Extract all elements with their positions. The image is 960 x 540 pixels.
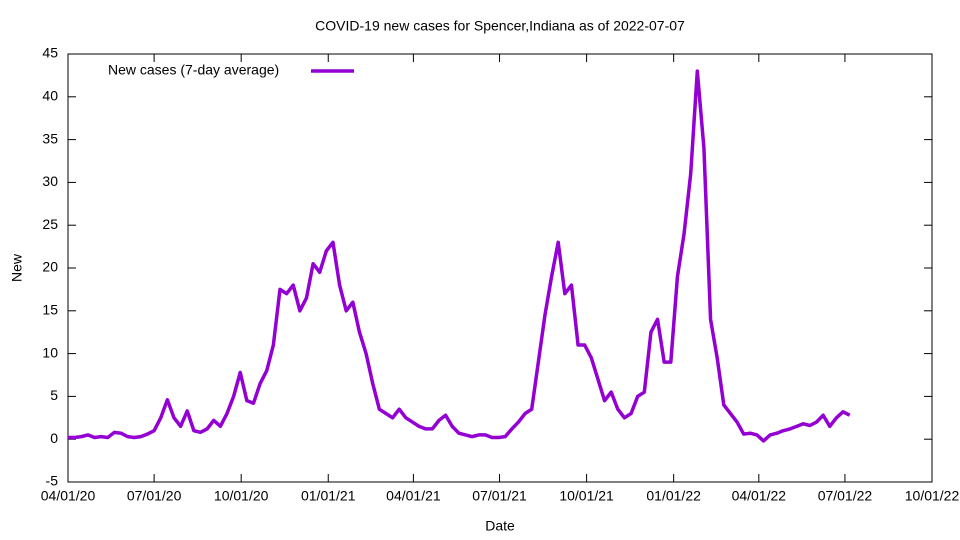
y-axis-label: New xyxy=(9,253,25,282)
chart-title: COVID-19 new cases for Spencer,Indiana a… xyxy=(315,18,685,34)
y-tick-label: 25 xyxy=(42,216,58,232)
y-tick-label: 40 xyxy=(42,88,58,104)
y-tick-label: 5 xyxy=(50,387,58,403)
y-tick-label: 10 xyxy=(42,344,58,360)
y-tick-label: 20 xyxy=(42,259,58,275)
x-tick-label: 07/01/20 xyxy=(127,488,182,504)
y-tick-label: 15 xyxy=(42,302,58,318)
legend-label: New cases (7-day average) xyxy=(108,62,279,78)
x-tick-label: 10/01/22 xyxy=(905,488,960,504)
y-tick-label: 35 xyxy=(42,130,58,146)
y-tick-label: 30 xyxy=(42,173,58,189)
x-axis-label: Date xyxy=(485,518,515,534)
x-tick-label: 04/01/22 xyxy=(732,488,787,504)
x-tick-label: 01/01/22 xyxy=(646,488,701,504)
plot-frame xyxy=(67,53,933,483)
x-tick-label: 10/01/21 xyxy=(559,488,614,504)
x-tick-label: 04/01/21 xyxy=(386,488,441,504)
x-tick-label: 01/01/21 xyxy=(301,488,356,504)
data-line xyxy=(68,69,851,443)
x-tick-label: 07/01/21 xyxy=(472,488,527,504)
y-tick-label: 45 xyxy=(42,45,58,61)
y-tick-label: -5 xyxy=(46,473,59,489)
x-tick-label: 07/01/22 xyxy=(818,488,873,504)
x-tick-label: 10/01/20 xyxy=(214,488,269,504)
x-tick-label: 04/01/20 xyxy=(41,488,96,504)
y-tick-label: 0 xyxy=(50,430,58,446)
